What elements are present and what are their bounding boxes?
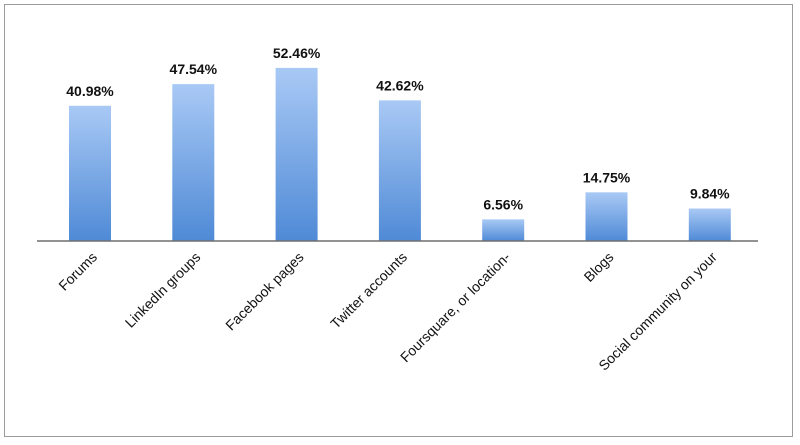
bar-4 xyxy=(378,100,421,241)
value-label-2: 47.54% xyxy=(170,61,218,77)
category-label-3: Facebook pages xyxy=(222,249,307,334)
category-label-1: Forums xyxy=(55,249,100,294)
bar-6 xyxy=(585,192,628,241)
value-label-4: 42.62% xyxy=(376,77,424,93)
bar-1 xyxy=(69,105,111,242)
value-label-6: 14.75% xyxy=(583,169,631,185)
category-label-2: LinkedIn groups xyxy=(122,249,204,331)
value-label-3: 52.46% xyxy=(273,45,321,61)
value-label-5: 6.56% xyxy=(483,196,523,212)
value-label-1: 40.98% xyxy=(66,83,114,99)
category-label-7: Social community on your xyxy=(595,249,720,374)
bar-5 xyxy=(482,219,525,241)
bar-3 xyxy=(275,67,318,241)
bar-2 xyxy=(172,84,215,241)
bar-7 xyxy=(688,208,731,241)
value-label-7: 9.84% xyxy=(690,186,730,202)
category-label-4: Twitter accounts xyxy=(327,249,410,332)
category-label-6: Blogs xyxy=(581,249,617,285)
category-label-5: Foursquare, or location- xyxy=(397,249,514,366)
